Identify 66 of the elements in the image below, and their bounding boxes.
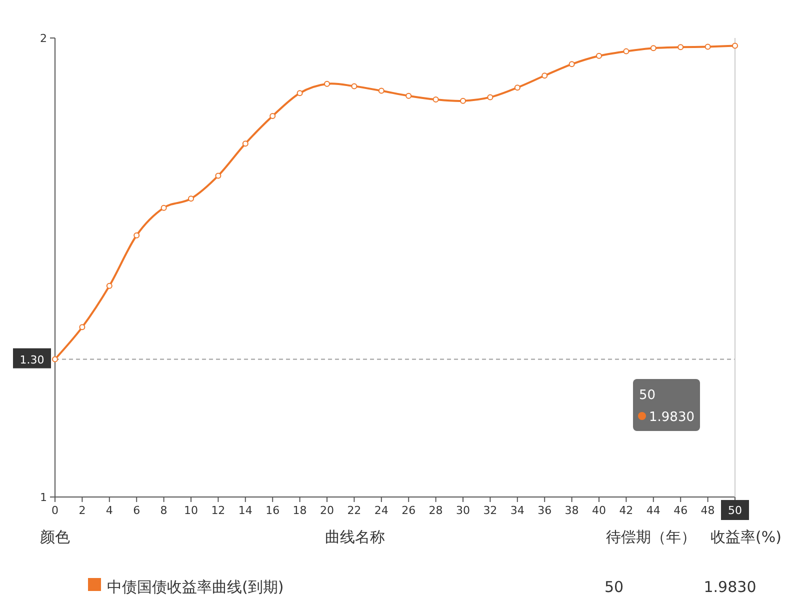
point	[704, 44, 711, 50]
x-tick-label: 16	[266, 504, 280, 517]
x-tick-label: 8	[160, 504, 168, 517]
point	[623, 48, 630, 54]
x-tick-label: 4	[106, 504, 113, 517]
x-tick-label: 44	[646, 504, 660, 517]
annotation: 1.9830	[649, 410, 694, 425]
point	[514, 84, 520, 91]
point	[52, 356, 58, 362]
point	[542, 72, 548, 79]
x-tick-label: 38	[564, 504, 579, 517]
point	[79, 324, 86, 330]
x-tick-label: 48	[700, 504, 715, 517]
text: 收益率(%)	[710, 528, 782, 546]
x-tick-label: 2	[78, 504, 86, 517]
legend-label: 中债国债收益率曲线(到期)	[107, 578, 284, 596]
point	[106, 282, 112, 289]
point	[242, 140, 248, 147]
ref-line-label: 1.30	[20, 353, 44, 366]
x-tick-label: 10	[184, 504, 198, 517]
tooltip: 50 1.9830	[633, 379, 700, 431]
text: 曲线名称	[325, 528, 385, 546]
point	[406, 92, 412, 99]
x-tick-label: 32	[483, 504, 498, 517]
point	[460, 98, 466, 104]
x-tick-label: 22	[347, 504, 362, 517]
point	[487, 94, 494, 100]
text: 颜色	[40, 528, 70, 546]
point	[432, 96, 439, 103]
x-tick-label: 28	[428, 504, 443, 517]
point	[378, 88, 384, 94]
x-tick-label: 12	[211, 504, 226, 517]
pointer-label-y: 1.30	[13, 348, 51, 368]
pointer-label-x: 50	[721, 500, 749, 520]
point	[650, 45, 656, 52]
point	[596, 52, 602, 59]
point	[351, 83, 358, 90]
ref-line-label: 50	[728, 504, 742, 517]
x-tick-label: 18	[292, 504, 307, 517]
x-tick-label: 0	[52, 504, 58, 517]
point	[732, 42, 738, 49]
point	[160, 204, 167, 211]
x-tick-label: 14	[238, 504, 252, 517]
text: 1.9830	[704, 578, 756, 596]
text: 待偿期（年）	[606, 528, 696, 546]
point	[568, 61, 575, 68]
annotation: 50	[639, 388, 656, 403]
x-tick-label: 24	[374, 504, 388, 517]
x-tick-label: 40	[592, 504, 606, 517]
text: 50	[604, 578, 624, 596]
x-tick-label: 30	[456, 504, 470, 517]
x-tick-label: 34	[510, 504, 524, 517]
x-tick-label: 20	[320, 504, 334, 517]
point	[296, 90, 303, 96]
x-tick-label: 6	[133, 504, 140, 517]
x-tick-label: 46	[674, 504, 688, 517]
y-tick-label: 1	[40, 491, 47, 504]
x-tick-label: 42	[619, 504, 634, 517]
point	[215, 172, 222, 179]
point	[270, 113, 276, 120]
x-tick-label: 26	[402, 504, 416, 517]
point	[324, 80, 330, 87]
point	[134, 232, 140, 238]
point	[188, 196, 194, 202]
point	[678, 44, 684, 50]
x-tick-label: 36	[538, 504, 552, 517]
